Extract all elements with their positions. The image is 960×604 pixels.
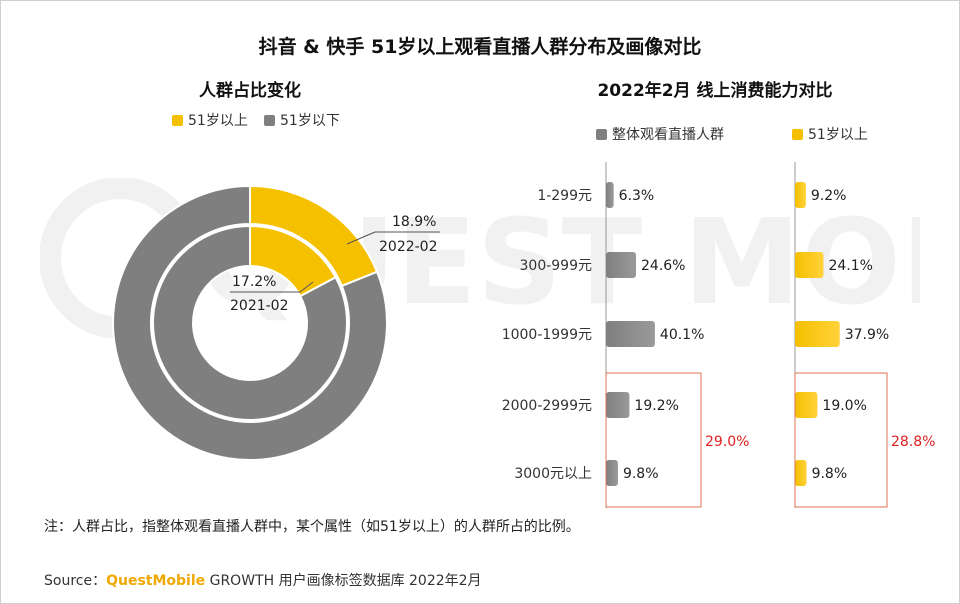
inner-label-leader: [299, 281, 314, 293]
legend-label: 51岁以上: [808, 127, 868, 143]
right-chart-title: 2022年2月 线上消费能力对比: [597, 81, 833, 101]
bar-overall-4: [606, 460, 618, 486]
bar-value-label-0-1: 24.6%: [641, 258, 685, 274]
category-label-1: 300-999元: [520, 258, 593, 274]
category-label-4: 3000元以上: [514, 466, 592, 482]
bar-51-above-3: [795, 392, 818, 418]
bar-51-above-0: [795, 182, 806, 208]
bar-51-above-1: [795, 252, 824, 278]
legend-overall-viewers: 整体观看直播人群: [596, 124, 724, 144]
bar-value-label-1-2: 37.9%: [845, 327, 889, 343]
left-chart-title: 人群占比变化: [199, 81, 301, 101]
bar-value-label-0-2: 40.1%: [660, 327, 704, 343]
source-line: Source：QuestMobile GROWTH 用户画像标签数据库 2022…: [44, 570, 482, 590]
category-label-3: 2000-2999元: [502, 398, 592, 414]
legend-51-above-right: 51岁以上: [792, 124, 868, 144]
legend-label: 51岁以上: [188, 113, 248, 129]
inner-value-label: 17.2%: [232, 274, 276, 290]
bar-overall-2: [606, 321, 655, 347]
inner-period-label: 2021-02: [230, 298, 289, 314]
legend-label: 整体观看直播人群: [612, 127, 724, 143]
legend-swatch-gray: [264, 114, 275, 126]
category-label-0: 1-299元: [537, 188, 592, 204]
legend-51-above: 51岁以上: [172, 110, 248, 130]
legend-label: 51岁以下: [280, 113, 340, 129]
outer-period-label: 2022-02: [379, 239, 438, 255]
main-title: 抖音 & 快手 51岁以上观看直播人群分布及画像对比: [258, 36, 702, 58]
legend-swatch-yellow: [792, 128, 803, 140]
category-label-2: 1000-1999元: [502, 327, 592, 343]
legend-swatch-gray: [596, 128, 607, 140]
bar-value-label-1-3: 19.0%: [822, 398, 866, 414]
source-prefix: Source：: [44, 573, 107, 589]
bar-51-above-4: [795, 460, 807, 486]
outer-value-label: 18.9%: [392, 214, 436, 230]
bar-value-label-0-0: 6.3%: [619, 188, 655, 204]
bar-value-label-1-0: 9.2%: [811, 188, 847, 204]
highlight-box-1: [794, 372, 888, 508]
bar-value-label-0-3: 19.2%: [634, 398, 678, 414]
bar-value-label-1-4: 9.8%: [812, 466, 848, 482]
footnote: 注：人群占比，指整体观看直播人群中，某个属性（如51岁以上）的人群所占的比例。: [44, 519, 580, 535]
highlight-total-1: 28.8%: [891, 434, 935, 450]
donut-slice-2021-02-51-below: [152, 224, 348, 421]
bar-value-label-0-4: 9.8%: [623, 466, 659, 482]
bar-overall-3: [606, 392, 630, 418]
source-suffix: GROWTH 用户画像标签数据库 2022年2月: [205, 573, 482, 589]
bar-overall-0: [606, 182, 614, 208]
bar-overall-1: [606, 252, 637, 278]
legend-swatch-yellow: [172, 114, 183, 126]
bar-51-above-2: [795, 321, 840, 347]
outer-label-leader: [346, 231, 376, 245]
highlight-total-0: 29.0%: [705, 434, 749, 450]
source-brand: QuestMobile: [106, 573, 206, 589]
highlight-box-0: [605, 372, 702, 508]
bar-value-label-1-1: 24.1%: [828, 258, 872, 274]
legend-51-below: 51岁以下: [264, 110, 340, 130]
donut-slice-2022-02-51-below: [112, 184, 388, 461]
